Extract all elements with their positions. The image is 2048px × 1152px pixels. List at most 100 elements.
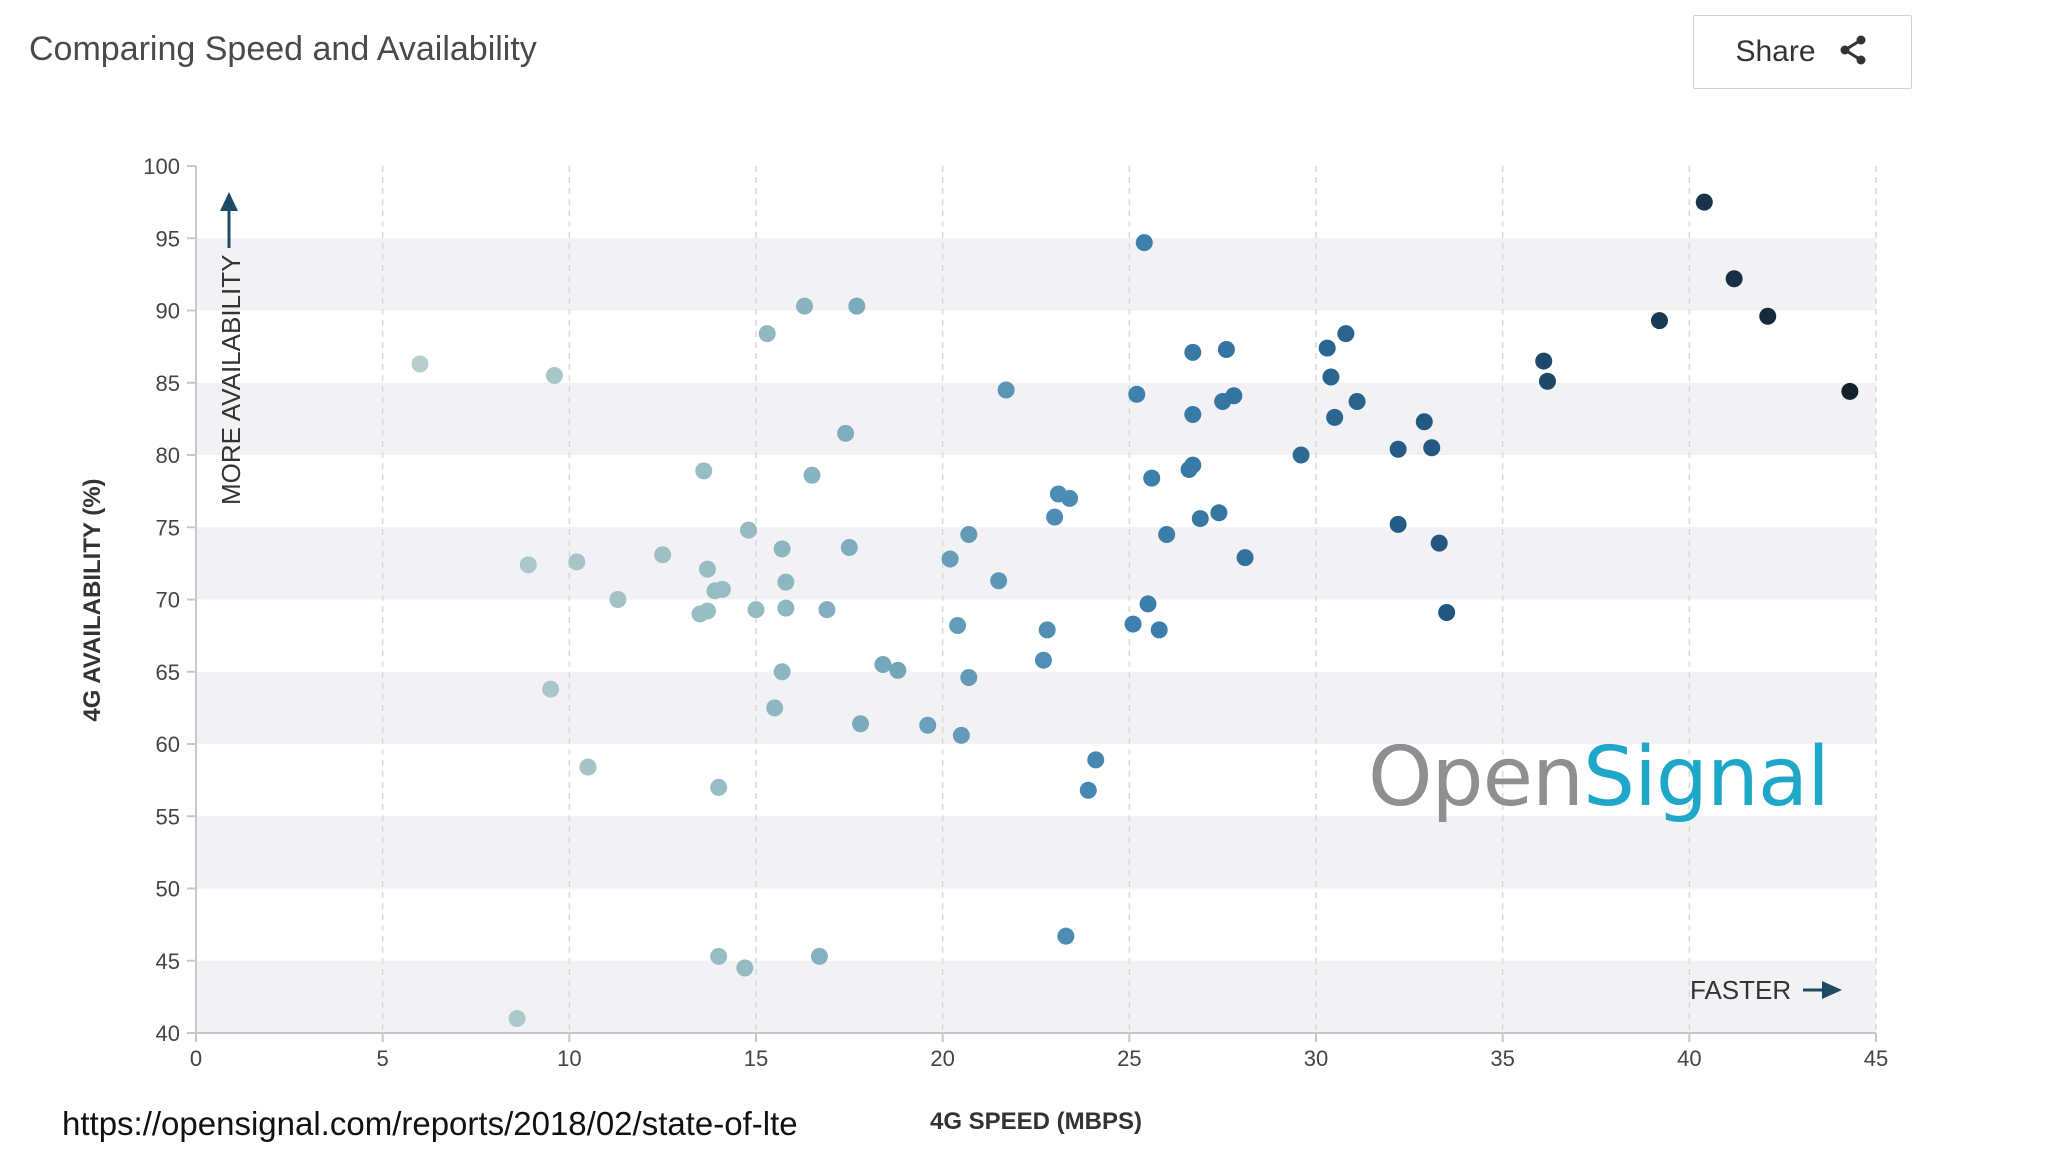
- data-point: [411, 355, 429, 373]
- data-point: [1389, 440, 1407, 458]
- x-tick-label: 5: [377, 1046, 389, 1071]
- data-point: [1841, 382, 1859, 400]
- data-point: [1057, 927, 1075, 945]
- data-point: [1236, 549, 1254, 567]
- x-axis-ticks: 0 5 10 15 20 25 30 35 40 45: [190, 1033, 1888, 1071]
- data-point: [1135, 234, 1153, 252]
- x-axis-label: 4G SPEED (MBPS): [930, 1108, 1142, 1135]
- y-tick-label: 90: [156, 299, 180, 324]
- data-point: [852, 715, 870, 733]
- data-point: [796, 297, 814, 315]
- data-point: [609, 591, 627, 608]
- chart-band: [196, 382, 1876, 455]
- data-point: [949, 617, 967, 635]
- data-point: [1318, 339, 1336, 357]
- data-point: [1650, 312, 1668, 330]
- data-point: [654, 546, 672, 564]
- y-tick-label: 50: [156, 877, 180, 902]
- data-point: [837, 424, 855, 442]
- data-point: [773, 540, 791, 558]
- data-point: [710, 947, 728, 965]
- data-point: [579, 758, 597, 776]
- data-point: [740, 521, 758, 539]
- data-point: [1415, 413, 1433, 431]
- data-point: [1079, 781, 1097, 799]
- chart-bands: [196, 238, 1876, 1033]
- more-availability-text: MORE AVAILABILITY: [216, 255, 246, 505]
- data-point: [1322, 368, 1340, 386]
- share-button[interactable]: Share: [1693, 15, 1912, 89]
- data-point: [1128, 385, 1146, 403]
- data-point: [1034, 651, 1052, 669]
- data-point: [1759, 307, 1777, 325]
- chart-band: [196, 527, 1876, 600]
- data-point: [736, 959, 754, 977]
- data-point: [519, 556, 537, 574]
- data-point: [960, 669, 978, 687]
- x-tick-label: 10: [557, 1046, 581, 1071]
- data-point: [848, 297, 866, 315]
- data-point: [1695, 193, 1713, 211]
- data-point: [1430, 534, 1448, 552]
- data-point: [773, 663, 791, 681]
- data-point: [952, 726, 970, 744]
- data-point: [1191, 510, 1209, 528]
- x-tick-label: 30: [1304, 1046, 1328, 1071]
- source-url: https://opensignal.com/reports/2018/02/s…: [62, 1105, 798, 1142]
- data-point: [1217, 341, 1235, 359]
- data-point: [818, 601, 836, 619]
- data-point: [1150, 621, 1168, 639]
- chart-band: [196, 238, 1876, 311]
- data-point: [1124, 615, 1142, 633]
- data-point: [1046, 508, 1064, 526]
- data-point: [889, 661, 907, 679]
- y-axis-label: 4G AVAILABILITY (%): [79, 478, 106, 721]
- data-point: [1210, 504, 1228, 522]
- page-title: Comparing Speed and Availability: [29, 30, 537, 68]
- data-point: [874, 656, 892, 674]
- data-point: [542, 680, 560, 698]
- data-point: [1389, 515, 1407, 533]
- opensignal-logo: OpenSignal: [1368, 730, 1829, 825]
- data-point: [840, 538, 858, 556]
- share-icon: [1836, 33, 1870, 72]
- x-tick-label: 20: [930, 1046, 954, 1071]
- data-point: [713, 580, 731, 598]
- chart-band: [196, 671, 1876, 744]
- data-point: [1139, 595, 1157, 613]
- y-tick-label: 55: [156, 804, 180, 829]
- y-tick-label: 100: [143, 154, 180, 179]
- y-tick-label: 60: [156, 732, 180, 757]
- chart-points: [411, 193, 1859, 1028]
- data-point: [941, 550, 959, 568]
- data-point: [1184, 343, 1202, 361]
- x-tick-label: 40: [1677, 1046, 1701, 1071]
- data-point: [508, 1010, 526, 1028]
- data-point: [1184, 406, 1202, 424]
- arrow-right-icon: [1822, 981, 1842, 999]
- data-point: [997, 381, 1015, 399]
- data-point: [1348, 393, 1366, 411]
- data-point: [766, 699, 784, 717]
- data-point: [1423, 439, 1441, 457]
- x-tick-label: 25: [1117, 1046, 1141, 1071]
- data-point: [919, 716, 937, 734]
- data-point: [710, 778, 728, 796]
- x-tick-label: 15: [744, 1046, 768, 1071]
- data-point: [1535, 352, 1553, 370]
- faster-annotation: FASTER: [1690, 975, 1842, 1005]
- y-tick-label: 95: [156, 226, 180, 251]
- x-tick-label: 45: [1864, 1046, 1888, 1071]
- data-point: [545, 367, 563, 385]
- data-point: [1158, 525, 1176, 543]
- data-point: [810, 947, 828, 965]
- data-point: [1725, 270, 1743, 288]
- y-axis-ticks: 40 45 50 55 60 65 70 75 80 85 90 95 100: [143, 154, 196, 1046]
- data-point: [1225, 387, 1243, 405]
- y-tick-label: 40: [156, 1021, 180, 1046]
- chart-band: [196, 960, 1876, 1033]
- y-tick-label: 65: [156, 660, 180, 685]
- y-tick-label: 80: [156, 443, 180, 468]
- chart-band: [196, 816, 1876, 889]
